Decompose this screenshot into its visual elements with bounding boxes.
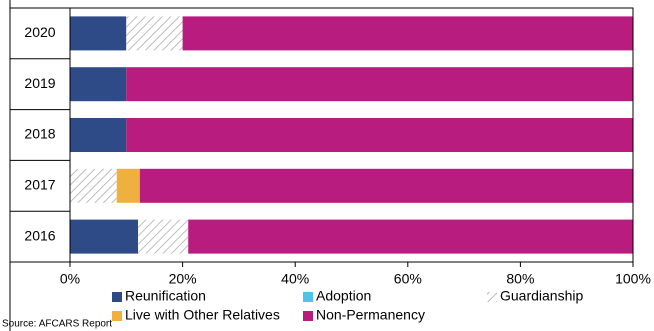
x-tick-label: 0%	[60, 271, 80, 287]
bar-segment	[70, 118, 127, 152]
legend-swatch	[303, 292, 313, 302]
legend-label: Non-Permanency	[316, 307, 425, 323]
bar-segment	[70, 168, 117, 203]
legend-label: Guardianship	[500, 288, 583, 304]
legend-swatch	[112, 292, 122, 302]
legend-swatch	[487, 292, 497, 302]
bar-segment	[139, 168, 633, 203]
legend-swatch	[112, 311, 122, 321]
bar-segment	[126, 118, 634, 152]
y-tick-label: 2019	[24, 75, 55, 91]
legend-label: Adoption	[316, 288, 371, 304]
bar-segment	[70, 67, 127, 102]
y-tick-label: 2016	[24, 227, 55, 243]
bar-segment	[70, 16, 127, 51]
bar-segment	[126, 67, 634, 102]
bar-segment	[70, 219, 139, 254]
bar-segment	[188, 219, 634, 254]
legend-label: Live with Other Relatives	[125, 307, 280, 323]
bar-segment	[126, 16, 183, 51]
legend-label: Reunification	[125, 288, 206, 304]
x-tick-label: 20%	[169, 271, 197, 287]
legend-swatch	[303, 311, 313, 321]
y-tick-label: 2018	[24, 126, 55, 142]
x-tick-label: 40%	[281, 271, 309, 287]
bar-segment	[116, 168, 140, 203]
y-tick-label: 2017	[24, 177, 55, 193]
bar-segment	[182, 16, 633, 51]
bar-segment	[138, 219, 189, 254]
x-tick-label: 100%	[615, 271, 651, 287]
x-tick-label: 80%	[506, 271, 534, 287]
plot-frame	[9, 7, 634, 263]
source-note: Source: AFCARS Report	[2, 319, 112, 330]
y-tick-label: 2020	[24, 24, 55, 40]
x-tick-label: 60%	[394, 271, 422, 287]
